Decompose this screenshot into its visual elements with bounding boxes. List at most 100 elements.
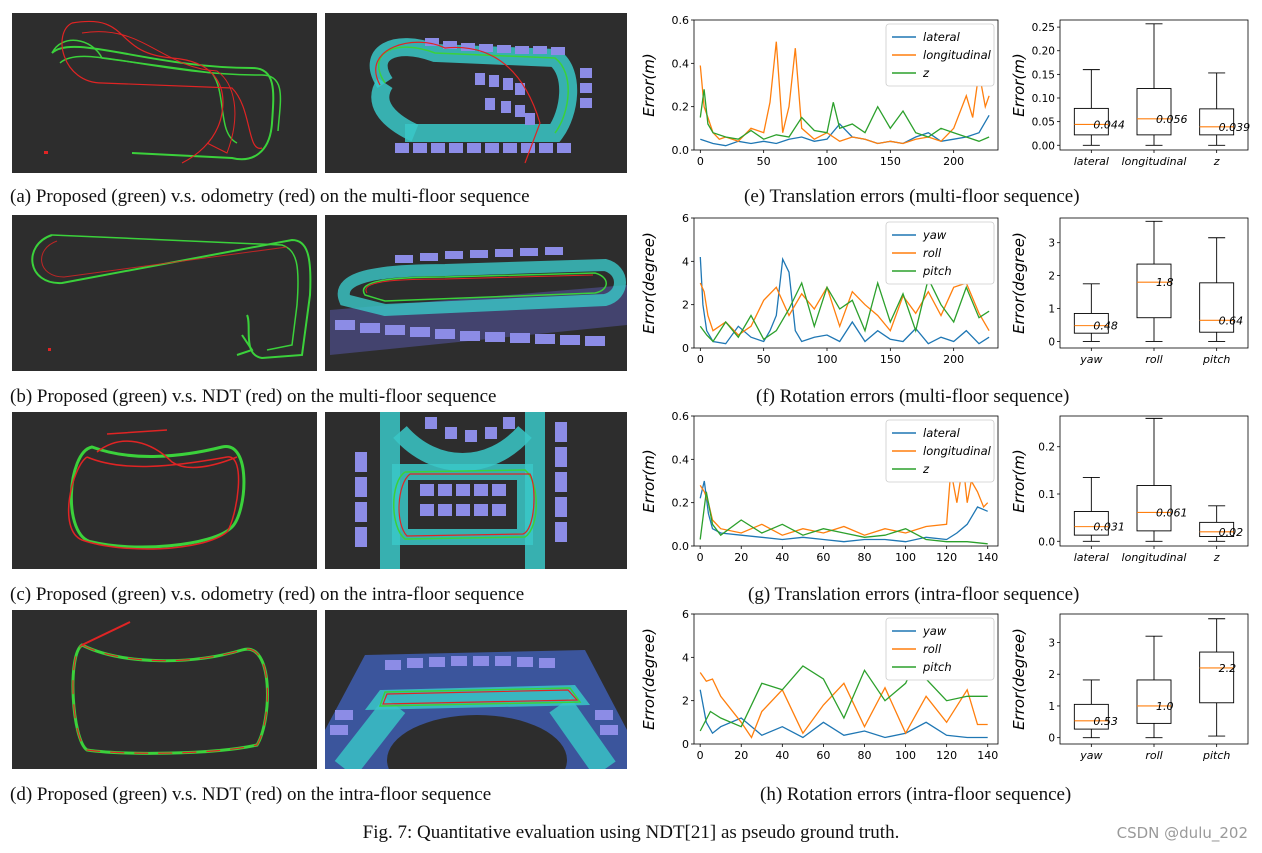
legend-label-pitch: pitch — [922, 660, 952, 674]
x-tick-label: 40 — [775, 551, 789, 564]
y-axis-label: Error(m) — [1010, 449, 1028, 512]
series-line-lateral — [699, 480, 988, 543]
median-label: 0.044 — [1093, 118, 1125, 131]
x-tick-label: 0 — [697, 551, 704, 564]
y-axis-label: Error(m) — [640, 449, 658, 512]
panel-b-map — [325, 215, 627, 371]
x-tick-label: roll — [1145, 749, 1162, 762]
y-tick-label: 0 — [682, 342, 689, 355]
odometry-trajectory — [61, 20, 263, 164]
series-line-z — [699, 491, 988, 545]
box-chart-rotation-multi: 0 1 2 3 Error(degree) yaw 0.48 roll 1.8 pitch 0.64 — [1010, 217, 1249, 366]
x-tick-label: 20 — [734, 749, 748, 762]
y-tick-label: 1 — [1048, 304, 1055, 316]
x-tick-label: 100 — [817, 353, 838, 366]
median-label: 1.0 — [1156, 700, 1174, 713]
y-tick-label: 0.2 — [672, 497, 690, 510]
x-tick-label: 60 — [816, 749, 830, 762]
box-yaw — [1073, 312, 1109, 334]
y-tick-label: 0 — [1048, 336, 1055, 348]
box-roll — [1136, 679, 1172, 724]
y-tick-label: 4 — [682, 255, 689, 268]
x-tick-label: 100 — [817, 155, 838, 168]
series-line-roll — [699, 672, 988, 739]
x-tick-label: yaw — [1079, 749, 1102, 762]
parking-blocks — [330, 656, 618, 735]
median-label: 2.2 — [1219, 662, 1237, 675]
x-tick-label: longitudinal — [1122, 155, 1187, 168]
median-label: 0.056 — [1156, 113, 1188, 126]
y-axis-label: Error(degree) — [640, 628, 658, 730]
panel-a-map — [325, 13, 627, 173]
legend-label-z: z — [922, 462, 930, 476]
legend-label-z: z — [922, 66, 930, 80]
legend-label-yaw: yaw — [922, 624, 947, 638]
x-tick-label: 20 — [734, 551, 748, 564]
x-tick-label: 100 — [895, 749, 916, 762]
y-tick-label: 0.6 — [672, 410, 690, 423]
y-tick-label: 0.05 — [1032, 117, 1055, 129]
trajectory-plot-a — [44, 20, 282, 164]
line-chart-translation-multi: 0.0 0.2 0.4 0.6 0 50 100 150 200 Error(m) lateral l… — [640, 14, 999, 168]
median-label: 0.061 — [1156, 506, 1188, 519]
legend-label-yaw: yaw — [922, 228, 947, 242]
median-label: 0.02 — [1219, 526, 1244, 539]
x-tick-label: 200 — [943, 353, 964, 366]
legend-label-longitudinal: longitudinal — [923, 48, 992, 62]
y-tick-label: 2 — [682, 695, 689, 708]
y-tick-label: 0.25 — [1032, 22, 1055, 34]
x-tick-label: 150 — [880, 155, 901, 168]
x-tick-label: 100 — [895, 551, 916, 564]
median-label: 0.53 — [1093, 715, 1118, 728]
y-axis-label: Error(m) — [640, 53, 658, 116]
x-tick-label: yaw — [1079, 353, 1102, 366]
box-chart-translation-multi: 0.00 0.05 0.10 0.15 0.20 0.25 Error(m) lateral 0… — [1010, 19, 1250, 168]
series-line-yaw — [699, 689, 988, 739]
series-line-pitch — [699, 276, 990, 343]
median-label: 0.64 — [1219, 314, 1244, 327]
x-tick-label: pitch — [1202, 749, 1230, 762]
y-tick-label: 0.1 — [1038, 489, 1055, 501]
y-tick-label: 0.4 — [672, 57, 690, 70]
ndt-trajectory — [41, 240, 288, 278]
x-tick-label: longitudinal — [1122, 551, 1187, 564]
legend-box — [885, 419, 995, 483]
y-tick-label: 0 — [682, 738, 689, 751]
panel-b-trajectory — [12, 215, 317, 371]
x-tick-label: 80 — [857, 551, 871, 564]
caption-g: (g) Translation errors (intra-floor sequ… — [748, 584, 1080, 605]
y-tick-label: 0.00 — [1032, 140, 1055, 152]
legend-label-lateral: lateral — [923, 426, 961, 440]
parking-blocks — [355, 417, 567, 547]
series-line-pitch — [699, 660, 988, 732]
y-tick-label: 2 — [682, 299, 689, 312]
x-tick-label: z — [1213, 155, 1220, 168]
x-tick-label: 150 — [880, 353, 901, 366]
y-tick-label: 2 — [1048, 271, 1055, 283]
legend-label-lateral: lateral — [923, 30, 961, 44]
figure-caption: Fig. 7: Quantitative evaluation using ND… — [362, 822, 900, 843]
proposed-trajectory — [31, 234, 312, 360]
y-axis-label: Error(m) — [1010, 53, 1028, 116]
y-tick-label: 0.4 — [672, 453, 690, 466]
x-tick-label: 200 — [943, 155, 964, 168]
plot-frame — [693, 613, 999, 745]
median-label: 1.8 — [1156, 276, 1174, 289]
y-axis-label: Error(degree) — [1010, 232, 1028, 334]
x-tick-label: 0 — [697, 749, 704, 762]
series-line-longitudinal — [699, 463, 989, 536]
box-chart-rotation-intra: 0 1 2 3 Error(degree) yaw 0.53 roll 1.0 pitch 2.2 — [1010, 613, 1249, 762]
x-tick-label: 120 — [936, 749, 957, 762]
median-label: 0.48 — [1093, 320, 1118, 333]
box-lateral — [1073, 107, 1109, 136]
map-render-c — [355, 412, 567, 569]
y-tick-label: 6 — [682, 608, 689, 621]
caption-a: (a) Proposed (green) v.s. odometry (red)… — [10, 186, 530, 207]
map-render-d — [325, 650, 627, 769]
y-tick-label: 0.6 — [672, 14, 690, 27]
box-chart-translation-intra: 0.0 0.1 0.2 Error(m) lateral 0.031 longitudina… — [1010, 415, 1249, 564]
box-pitch — [1199, 651, 1235, 704]
x-tick-label: lateral — [1074, 155, 1109, 168]
trajectory-plot-d — [71, 621, 269, 755]
